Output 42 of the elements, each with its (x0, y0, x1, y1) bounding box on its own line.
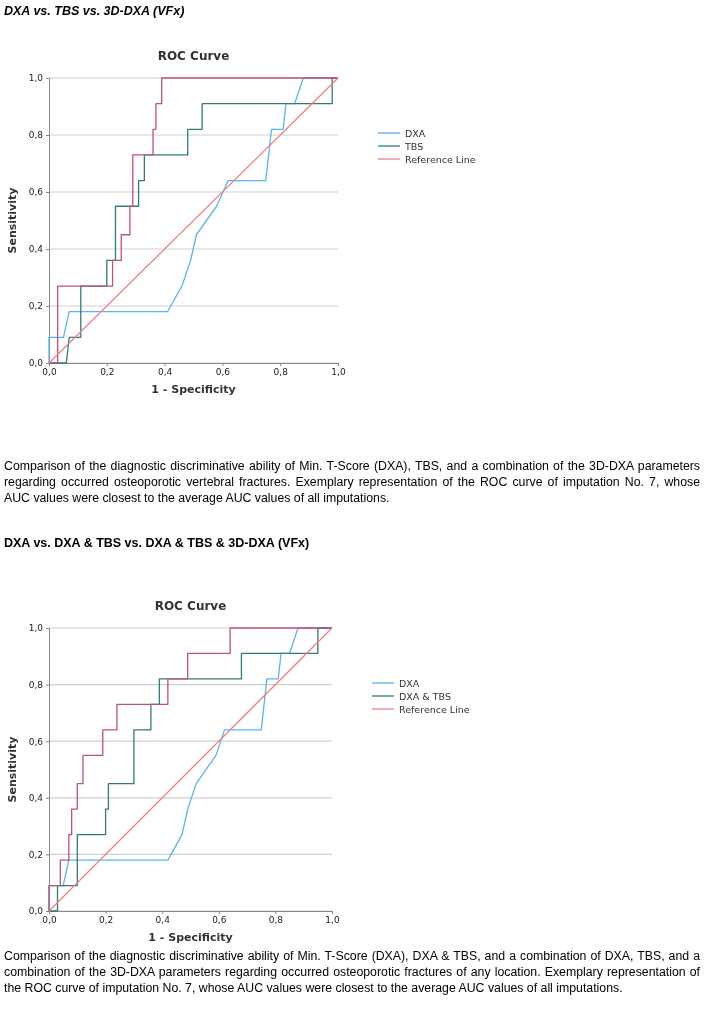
y-tick-label: 0,8 (28, 130, 44, 141)
x-tick-label: 0,8 (268, 915, 284, 926)
x-tick-label: 0,8 (273, 367, 289, 378)
chart-subtitle: DXA vs. TBS vs. 3D-DXA (VFx) (4, 4, 185, 18)
y-tick-label: 1,0 (28, 623, 44, 634)
x-tick-label: 0,0 (42, 367, 57, 378)
x-tick-label: 1,0 (331, 367, 346, 378)
y-axis-title: Sensitivity (6, 736, 19, 803)
y-tick-label: 0,2 (28, 301, 43, 312)
chart-subtitle: DXA vs. DXA & TBS vs. DXA & TBS & 3D-DXA (VFx) (4, 536, 310, 550)
x-tick-label: 0,2 (98, 915, 114, 926)
x-axis-title: 1 - Specificity (148, 931, 233, 944)
x-tick-label: 0,0 (42, 915, 57, 926)
y-tick-label: 0,0 (28, 906, 44, 917)
y-tick-label: 0,8 (28, 679, 44, 690)
text: Comparison of the diagnostic discriminative ability of Min. T-Score (DXA), DXA & TBS, and a combination of DXA, TBS, and a combination of the 3D-DXA parameters regarding occurred osteoporotic fractures of any location. Exemplary representation of the ROC curve of imputation No. 7, whose AUC values were closest to the average AUC values of all imputations. (4, 948, 700, 996)
legend-label: Reference Line (405, 153, 476, 165)
chart-title: ROC Curve (154, 599, 227, 613)
line-series (48, 77, 339, 364)
x-tick-label: 0,4 (157, 367, 173, 378)
legend-label: DXA & TBS (399, 690, 451, 702)
chart-title: ROC Curve (157, 49, 230, 63)
legend-label: DXA (399, 677, 420, 689)
x-tick-label: 0,4 (155, 915, 171, 926)
legend-label: TBS (404, 140, 424, 152)
legend-label: Reference Line (399, 703, 470, 715)
y-tick-label: 0,6 (28, 736, 44, 747)
x-tick-label: 0,2 (100, 367, 115, 378)
x-tick-label: 0,6 (212, 915, 227, 926)
x-tick-label: 1,0 (325, 915, 340, 926)
line-series (48, 627, 333, 912)
y-tick-label: 0,2 (28, 849, 43, 860)
y-tick-label: 0,6 (28, 187, 44, 198)
y-tick-label: 0,0 (28, 358, 44, 369)
y-tick-label: 0,4 (28, 244, 44, 255)
x-axis-title: 1 - Specificity (151, 383, 236, 396)
y-axis-title: Sensitivity (6, 187, 19, 254)
y-tick-label: 1,0 (28, 73, 44, 84)
x-tick-label: 0,6 (215, 367, 231, 378)
legend-label: DXA (405, 127, 426, 139)
y-tick-label: 0,4 (28, 793, 44, 804)
text: Comparison of the diagnostic discriminative ability of Min. T-Score (DXA), TBS, and a combination of the 3D-DXA parameters regarding occurred osteoporotic vertebral fractures. Exemplary representation of the ROC curve of imputation No. 7, whose AUC values were closest to the average AUC values of all imputations. (4, 458, 700, 506)
